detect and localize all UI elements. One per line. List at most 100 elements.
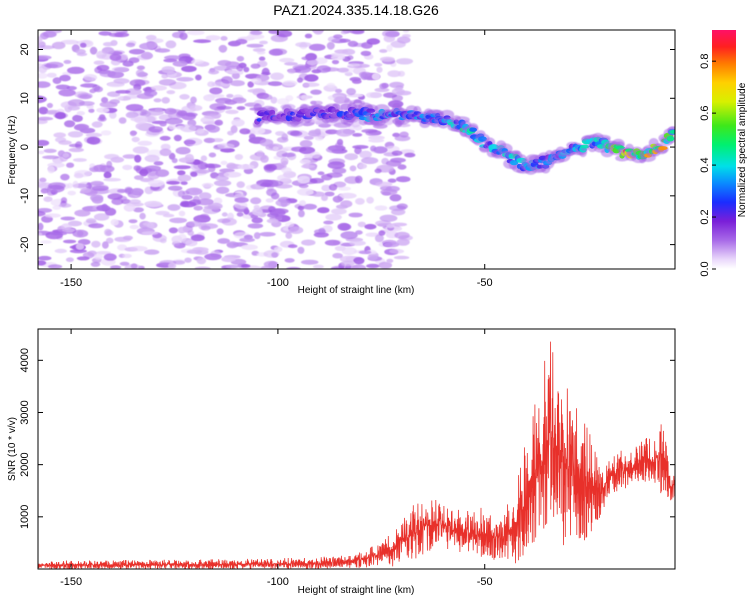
spectrogram-noise-cell [234,154,244,160]
spectrogram-noise-cell [109,53,122,61]
spectrogram-noise-cell [178,210,186,217]
spectrogram-noise-cell [265,198,274,203]
spectrogram-noise-cell [88,223,104,229]
spectrogram-noise-cell [391,208,406,216]
x-tick-label: -50 [477,576,493,588]
spectrogram-noise-cell [141,51,153,59]
spectrogram-noise-cell [195,74,202,81]
spectrogram-noise-cell [134,115,148,124]
spectrogram-noise-cell [144,154,160,163]
spectrogram-noise-cell [216,106,233,110]
spectrogram-noise-cell [147,172,160,180]
spectrogram-noise-cell [303,135,314,140]
spectrogram-noise-cell [346,88,356,96]
spectrogram-noise-cell [251,217,263,224]
spectrogram-noise-cell [65,257,74,263]
spectrogram-noise-cell [250,77,262,84]
spectrogram-noise-cell [132,146,149,154]
spectrogram-noise-cell [220,36,228,41]
spectrogram-noise-cell [136,65,145,71]
spectrogram-noise-cell [327,161,345,169]
spectrogram-noise-cell [231,118,245,127]
spectrogram-noise-cell [335,128,353,137]
spectrogram-noise-cell [355,198,365,205]
spectrogram-noise-cell [270,192,280,200]
spectrogram-noise-cell [200,213,210,219]
spectrogram-noise-cell [302,203,317,210]
spectrogram-noise-cell [104,153,120,160]
colorbar-label: Normalized spectral amplitude [737,82,748,217]
spectrogram-noise-cell [317,207,330,214]
spectrogram-noise-cell [123,95,141,99]
spectrogram-noise-cell [133,207,144,213]
spectrogram-noise-cell [353,257,365,265]
spectrogram-noise-cell [374,62,383,67]
spectrogram-noise-cell [404,152,416,158]
spectrogram-noise-cell [308,129,321,134]
y-tick-label: 2000 [19,452,31,476]
spectrogram-noise-cell [270,96,278,104]
spectrogram-noise-cell [287,68,296,74]
spectrogram-noise-cell [179,202,190,207]
spectrogram-ridge-cell [580,144,590,149]
spectrogram-noise-cell [148,126,163,133]
spectrogram-noise-cell [129,130,137,137]
spectrogram-noise-cell [63,239,77,244]
spectrogram-noise-cell [55,84,70,90]
spectrogram-noise-cell [168,185,183,191]
spectrogram-noise-cell [330,54,346,61]
spectrogram-noise-cell [247,223,264,229]
spectrogram-noise-cell [358,163,367,169]
spectrogram-noise-cell [164,117,183,125]
spectrogram-noise-cell [193,205,203,211]
spectrogram-noise-cell [366,92,377,98]
spectrogram-noise-cell [83,74,98,81]
spectrogram-noise-cell [217,218,231,224]
spectrogram-noise-cell [323,220,334,225]
spectrogram-noise-cell [151,85,167,91]
spectrogram-noise-cell [374,205,388,211]
spectrogram-noise-cell [335,142,344,150]
spectrogram-noise-cell [46,72,57,78]
spectrogram-noise-cell [275,199,291,207]
spectrogram-noise-cell [91,121,103,128]
spectrogram-noise-cell [246,43,264,48]
spectrogram-noise-cell [185,112,198,117]
spectrogram-noise-cell [129,224,140,230]
spectrogram-noise-cell [38,65,48,74]
spectrogram-noise-cell [103,171,112,179]
spectrogram-noise-cell [93,86,103,93]
spectrogram-noise-cell [79,42,87,48]
spectrogram-noise-cell [150,183,161,188]
spectrogram-noise-cell [110,219,119,226]
spectrogram-noise-cell [169,217,188,224]
spectrogram-noise-cell [301,259,319,265]
spectrogram-noise-cell [379,56,395,62]
spectrogram-noise-cell [259,138,274,147]
spectrogram-noise-cell [160,143,171,151]
spectrogram-noise-cell [106,160,113,169]
spectrogram-noise-cell [365,232,380,237]
spectrogram-noise-cell [303,82,320,87]
spectrogram-noise-cell [349,240,366,246]
spectrogram-noise-cell [293,65,312,74]
spectrogram-noise-cell [134,175,144,181]
snr-plot-area [38,329,675,569]
spectrogram-noise-cell [284,62,298,66]
spectrogram-noise-cell [130,188,144,196]
x-tick-label: -100 [267,576,289,588]
spectrogram-noise-cell [312,264,324,269]
spectrogram-noise-cell [67,99,85,107]
spectrogram-noise-cell [42,155,60,160]
spectrogram-noise-cell [38,260,47,266]
spectrogram-noise-cell [359,150,372,159]
spectrogram-noise-cell [277,174,291,182]
spectrogram-noise-cell [338,192,357,199]
spectrogram-noise-cell [276,30,293,38]
spectrogram-noise-cell [213,179,232,187]
spectrogram-x-axis: -150 -100 -50 [60,30,493,289]
spectrogram-noise-cell [173,134,182,142]
spectrogram-noise-cell [231,72,240,80]
spectrogram-noise-cell [122,253,132,259]
spectrogram-noise-cell [185,239,198,247]
